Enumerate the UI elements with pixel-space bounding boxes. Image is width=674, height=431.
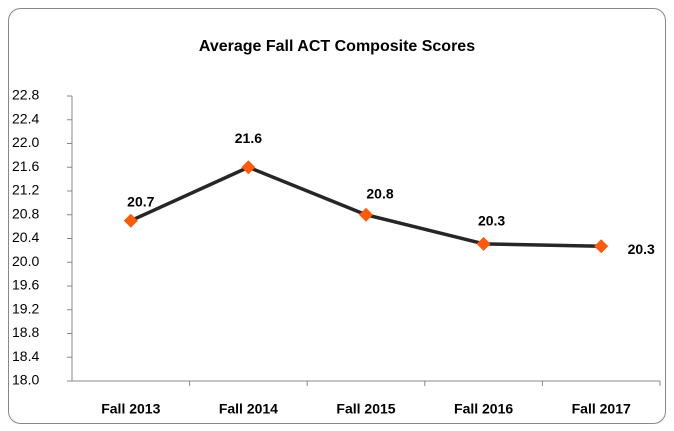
x-tick-label: Fall 2014 (219, 401, 278, 417)
y-tick-label: 22.4 (12, 110, 39, 126)
chart-border (8, 8, 666, 424)
x-tick-label: Fall 2013 (101, 401, 160, 417)
y-tick-label: 19.2 (12, 300, 39, 316)
chart-title: Average Fall ACT Composite Scores (199, 38, 475, 55)
x-tick-label: Fall 2017 (572, 401, 631, 417)
y-tick-label: 20.0 (12, 253, 39, 269)
y-tick-label: 18.4 (12, 348, 39, 364)
y-tick-label: 21.2 (12, 182, 39, 198)
data-label: 20.3 (628, 241, 655, 257)
y-tick-label: 22.8 (12, 87, 39, 103)
data-label: 21.6 (235, 130, 262, 146)
marker (359, 207, 373, 222)
marker (123, 213, 138, 228)
marker (594, 239, 609, 254)
y-tick-label: 18.8 (12, 324, 39, 340)
y-tick-label: 18.0 (12, 372, 39, 388)
x-tick-label: Fall 2016 (454, 401, 513, 417)
data-label: 20.7 (127, 193, 154, 209)
data-label: 20.3 (478, 213, 505, 229)
y-tick-label: 21.6 (12, 158, 39, 174)
marker (476, 236, 491, 251)
data-label: 20.8 (366, 185, 393, 201)
y-tick-label: 22.0 (12, 134, 39, 150)
y-tick-label: 20.4 (12, 229, 39, 245)
y-tick-label: 20.8 (12, 205, 39, 221)
marker (241, 160, 256, 175)
x-tick-label: Fall 2015 (336, 401, 395, 417)
y-tick-label: 19.6 (12, 277, 39, 293)
